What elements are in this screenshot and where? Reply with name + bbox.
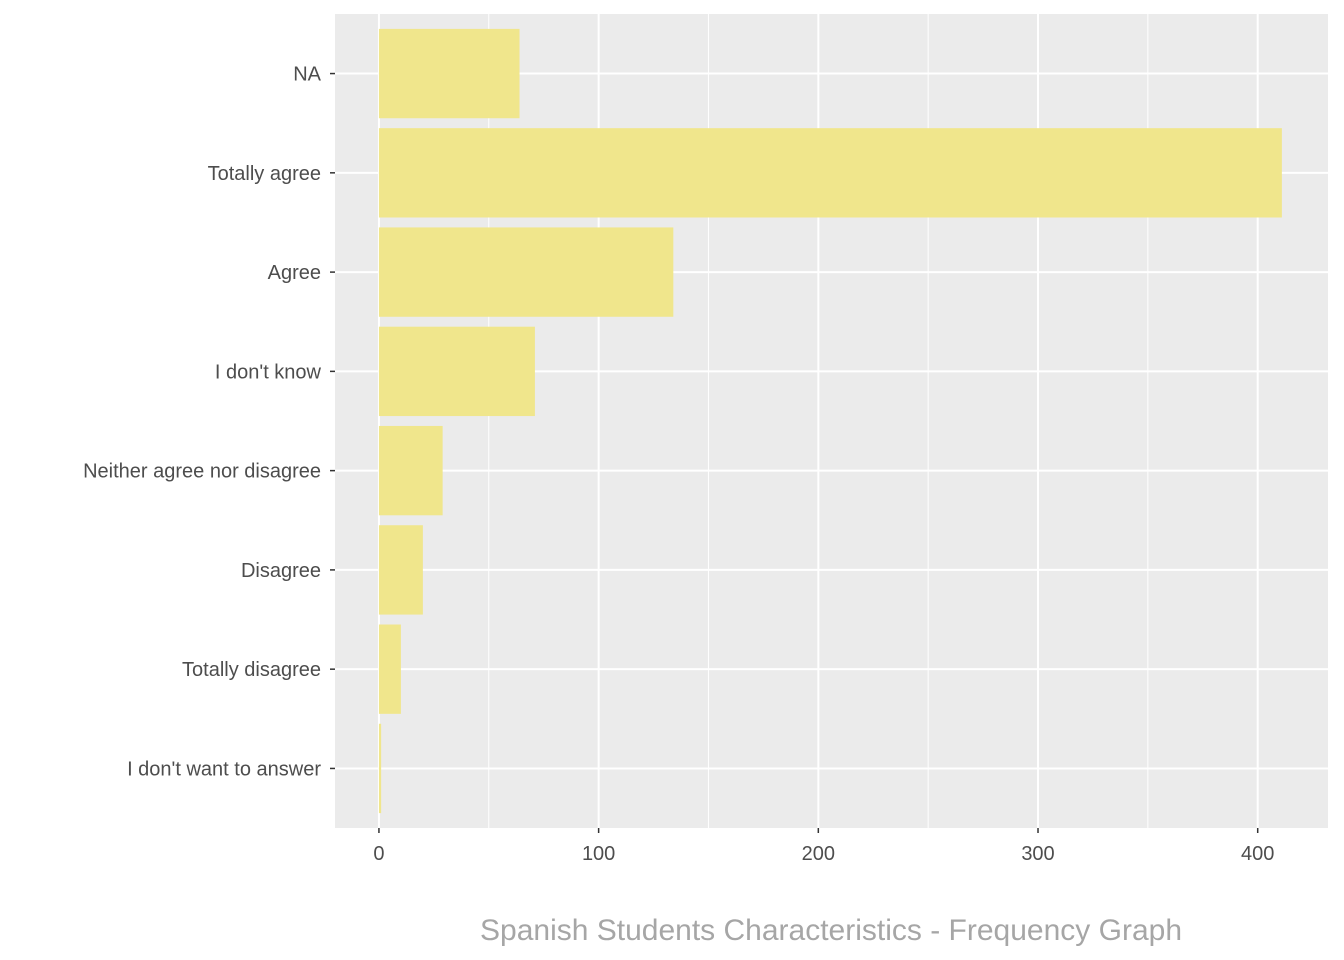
x-tick-label: 0 (373, 843, 384, 865)
y-tick-label: Totally disagree (182, 659, 321, 681)
bars (378, 28, 1282, 814)
y-tick-label: Totally agree (208, 163, 321, 185)
x-tick-label: 400 (1241, 843, 1274, 865)
bar (378, 28, 520, 119)
bar (378, 624, 401, 714)
bar (378, 326, 535, 417)
x-tick-label: 100 (582, 843, 615, 865)
x-axis: 0 100 200 300 400 (373, 828, 1274, 865)
bar (378, 525, 423, 615)
y-tick-label: Neither agree nor disagree (83, 461, 321, 483)
y-tick-label: I don't want to answer (127, 758, 321, 780)
y-axis: NA Totally agree Agree I don't know Neither … (83, 64, 335, 780)
x-tick-label: 300 (1021, 843, 1054, 865)
chart-title: Spanish Students Characteristics - Frequ… (480, 914, 1182, 947)
x-tick-label: 200 (802, 843, 835, 865)
y-tick-label: Agree (268, 262, 321, 284)
bar (378, 723, 382, 814)
y-tick-label: NA (293, 64, 321, 86)
y-tick-label: Disagree (241, 560, 321, 582)
y-tick-label: I don't know (215, 361, 322, 383)
bar (378, 425, 443, 516)
bar (378, 128, 1282, 218)
bar (378, 227, 674, 317)
